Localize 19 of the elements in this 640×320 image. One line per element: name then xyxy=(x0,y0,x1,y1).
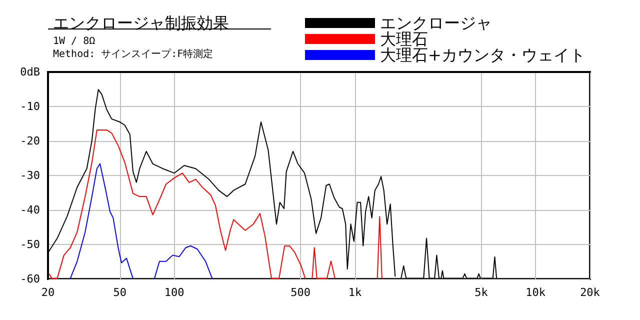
x-tick-label: 20k xyxy=(580,286,600,299)
y-tick-label: 0dB xyxy=(20,66,40,78)
y-tick-label: -50 xyxy=(20,238,40,251)
x-tick-label: 1k xyxy=(348,286,362,299)
x-tick-label: 10k xyxy=(526,286,546,299)
legend-label: エンクロージャ xyxy=(380,14,492,32)
y-tick-label: -10 xyxy=(20,100,40,113)
y-tick-label: -60 xyxy=(20,272,40,286)
legend-label: 大理石+カウンタ・ウェイト xyxy=(380,46,586,64)
legend-label: 大理石 xyxy=(380,30,428,48)
chart-subtitle: 1W / 8Ω Method: サインスイープ:F特測定 xyxy=(53,36,214,60)
y-tick-label: -20 xyxy=(20,134,40,148)
y-tick-label: -40 xyxy=(20,204,40,216)
x-tick-label: 100 xyxy=(164,286,184,299)
x-tick-label: 20 xyxy=(41,286,55,299)
y-tick-label: -30 xyxy=(20,169,40,182)
x-tick-label: 5k xyxy=(474,286,488,299)
x-tick-label: 50 xyxy=(113,286,127,299)
x-tick-label: 500 xyxy=(290,286,310,299)
